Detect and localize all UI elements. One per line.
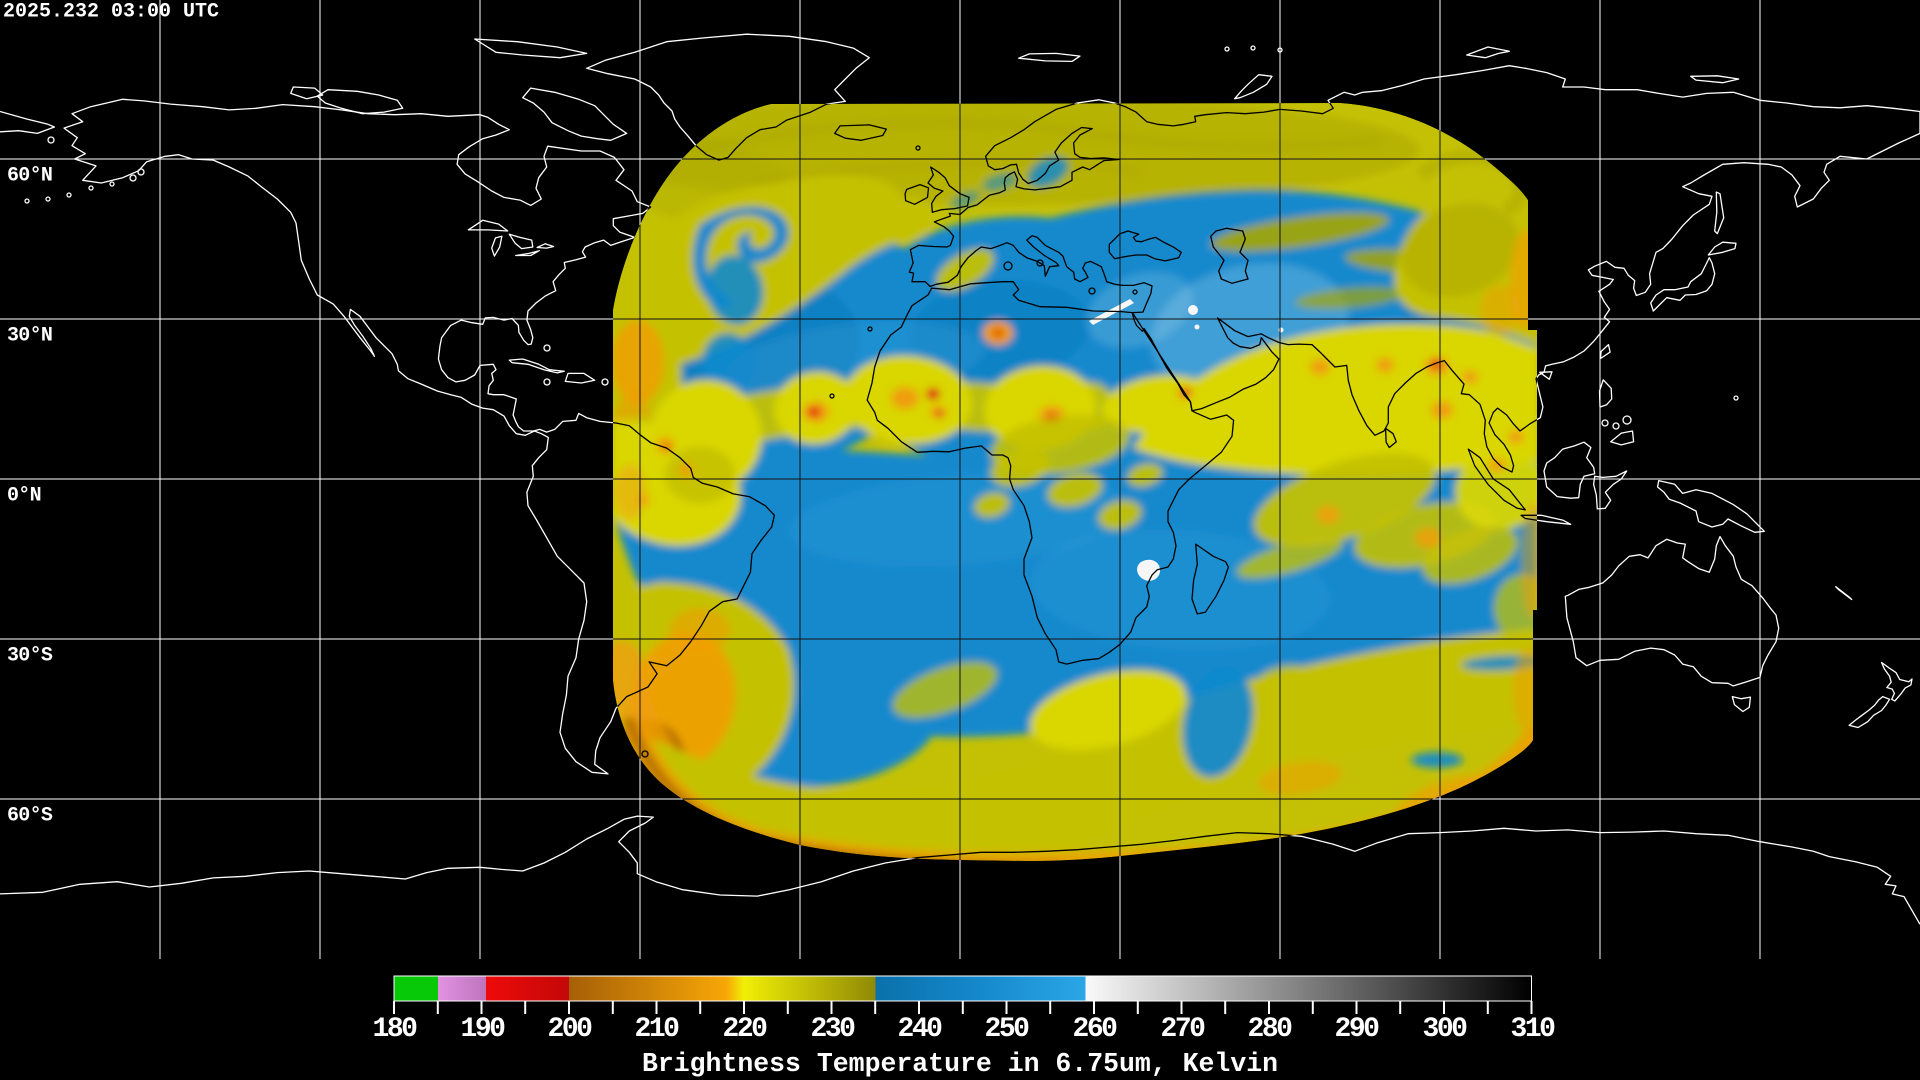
- svg-text:250: 250: [985, 1014, 1030, 1045]
- svg-text:30°S: 30°S: [7, 645, 53, 668]
- svg-text:60°N: 60°N: [7, 165, 52, 188]
- svg-text:260: 260: [1073, 1014, 1118, 1045]
- svg-text:0°N: 0°N: [7, 485, 41, 508]
- svg-text:310: 310: [1511, 1014, 1556, 1045]
- svg-text:280: 280: [1248, 1014, 1293, 1045]
- svg-text:230: 230: [811, 1014, 856, 1045]
- svg-text:Brightness Temperature in 6.75: Brightness Temperature in 6.75um, Kelvin: [642, 1049, 1278, 1079]
- svg-text:200: 200: [548, 1014, 593, 1045]
- svg-text:60°S: 60°S: [7, 805, 53, 828]
- svg-text:190: 190: [461, 1014, 506, 1045]
- svg-text:210: 210: [635, 1014, 680, 1045]
- svg-text:180: 180: [373, 1014, 418, 1045]
- svg-text:270: 270: [1161, 1014, 1206, 1045]
- svg-text:2025.232 03:00 UTC: 2025.232 03:00 UTC: [3, 1, 219, 24]
- svg-text:30°N: 30°N: [7, 325, 52, 348]
- svg-text:240: 240: [898, 1014, 943, 1045]
- svg-text:290: 290: [1335, 1014, 1380, 1045]
- svg-text:220: 220: [723, 1014, 768, 1045]
- svg-text:300: 300: [1423, 1014, 1468, 1045]
